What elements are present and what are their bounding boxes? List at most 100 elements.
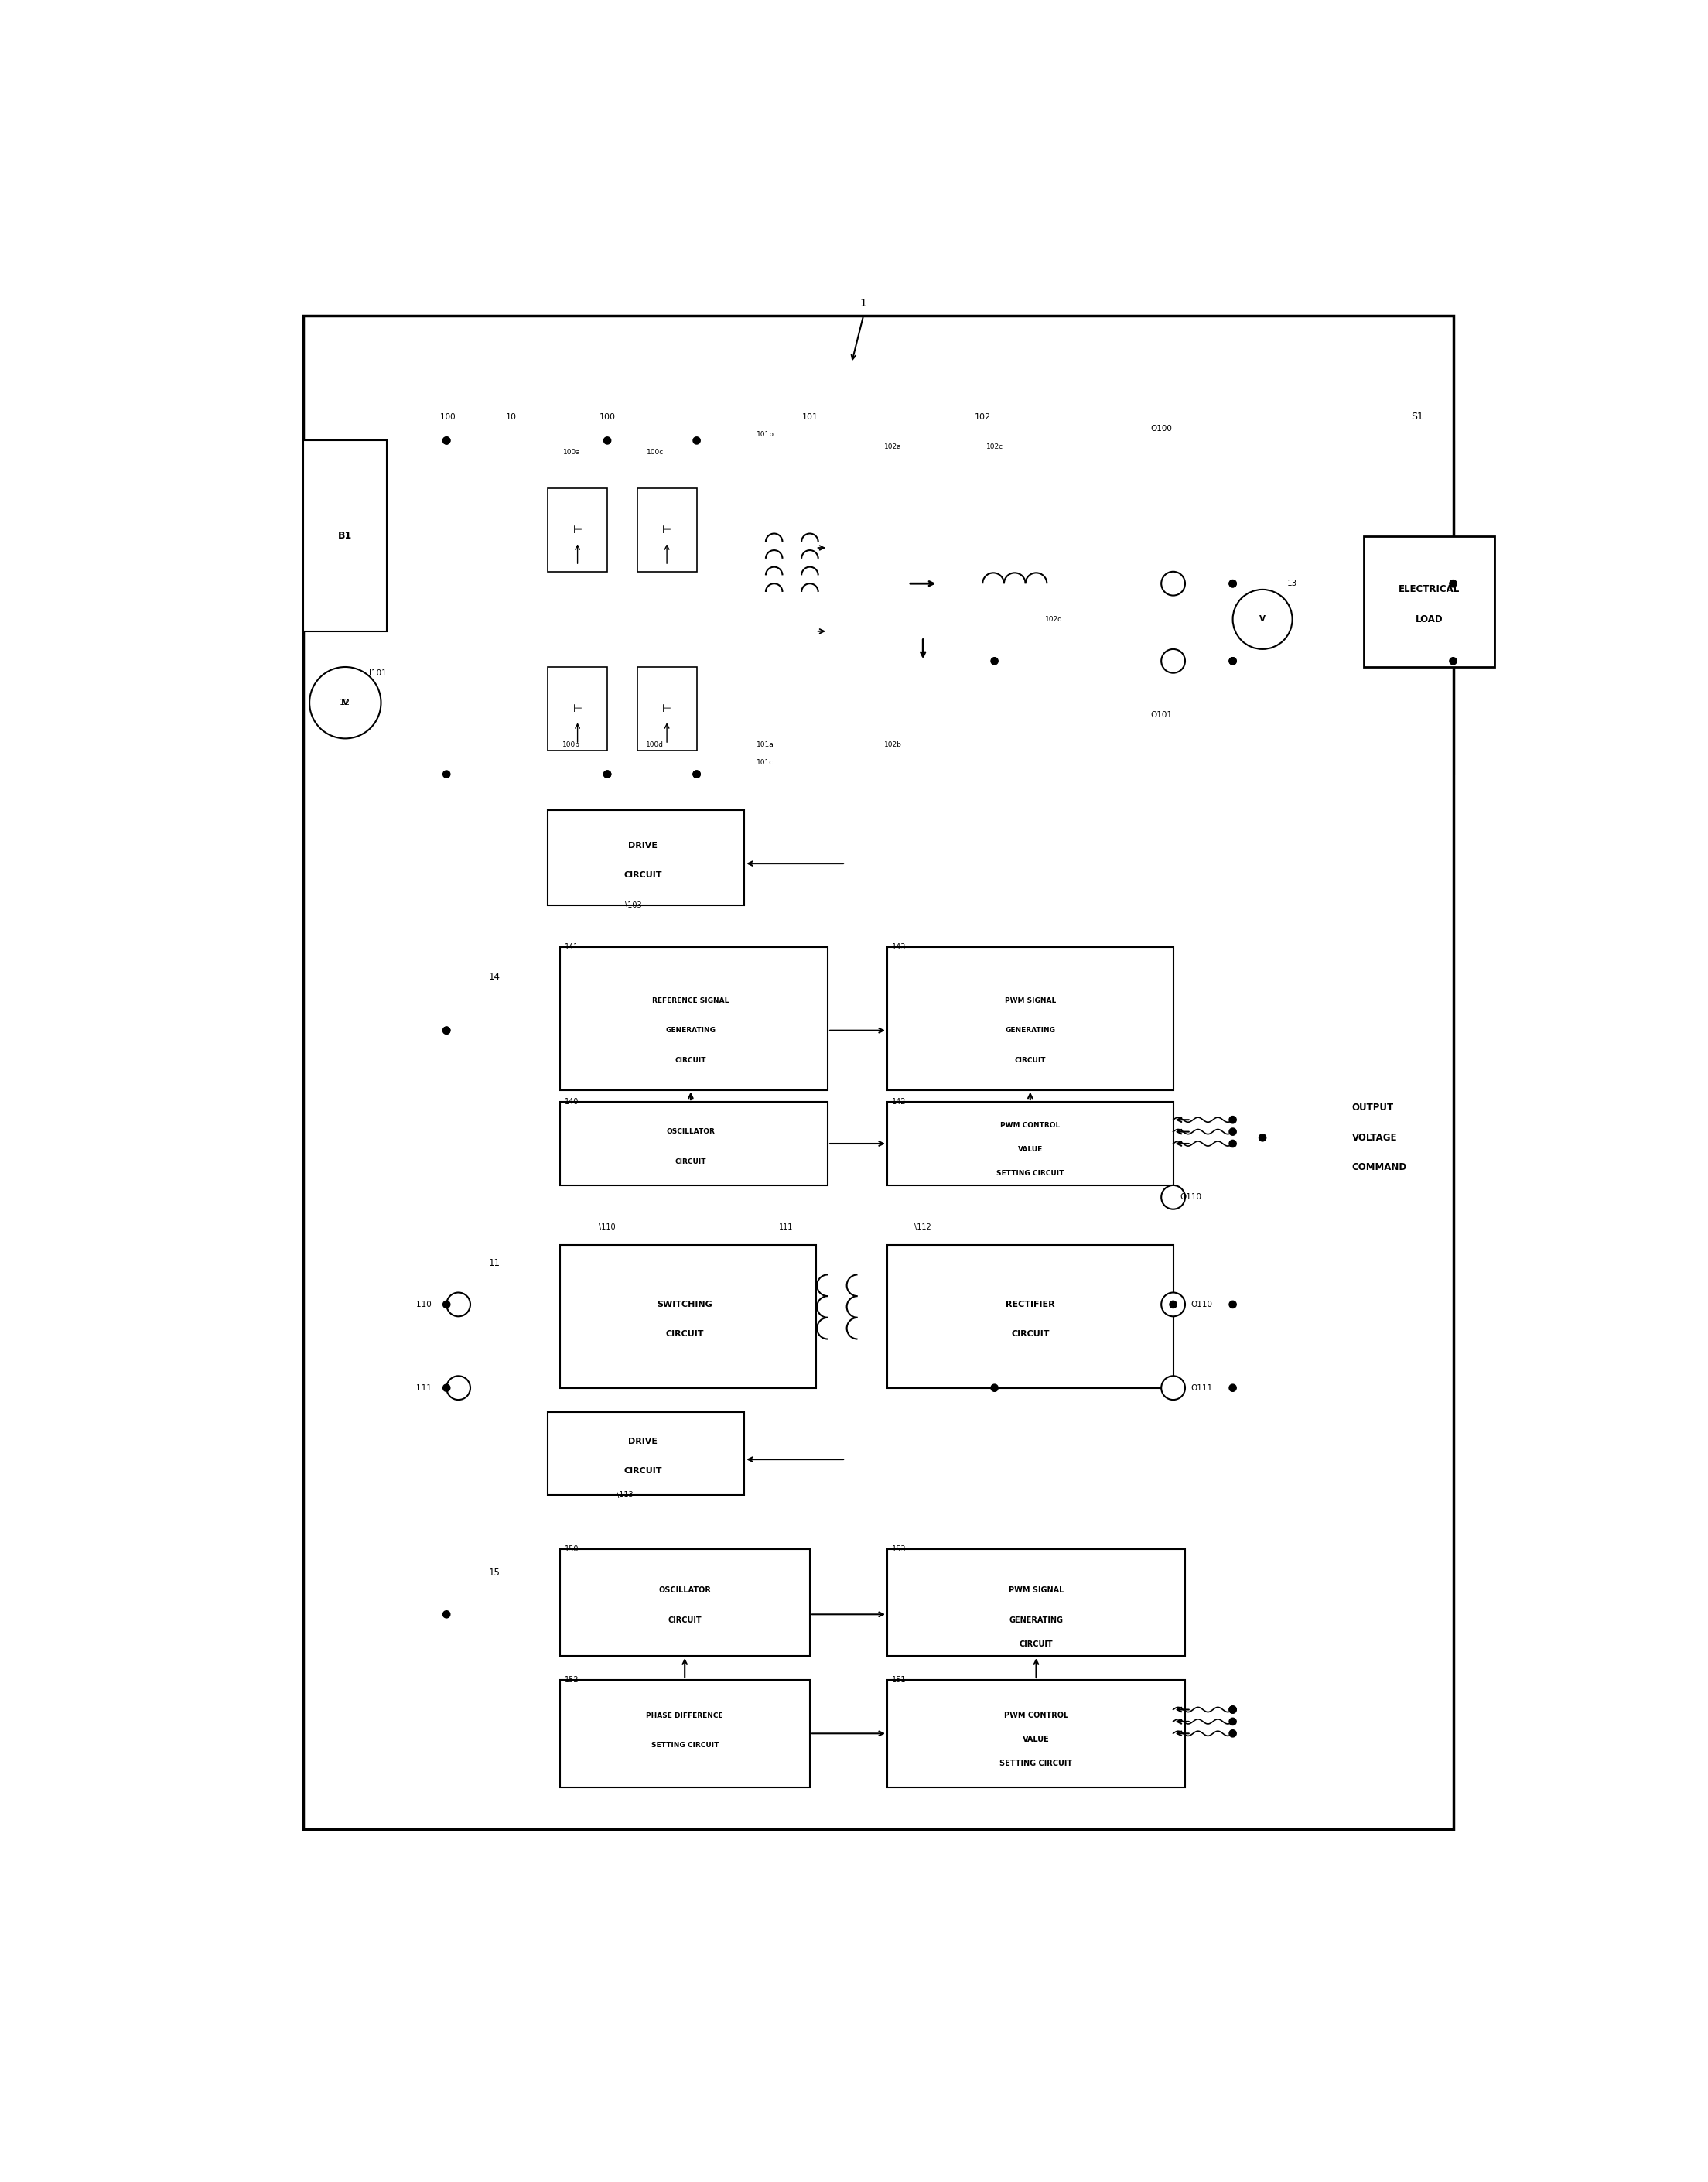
Text: SETTING CIRCUIT: SETTING CIRCUIT — [996, 1170, 1064, 1176]
Bar — [886, 1102, 1173, 1185]
Circle shape — [442, 770, 451, 777]
Text: I101: I101 — [369, 670, 386, 676]
Bar — [864, 482, 1161, 768]
Text: PWM SIGNAL: PWM SIGNAL — [1008, 1586, 1064, 1595]
Text: I100: I100 — [437, 412, 456, 421]
Circle shape — [442, 436, 451, 445]
Text: 151: 151 — [892, 1676, 907, 1685]
Bar — [529, 1525, 1245, 1811]
Circle shape — [1230, 1706, 1237, 1713]
Bar — [745, 482, 876, 768]
Circle shape — [1161, 1377, 1185, 1401]
Circle shape — [1161, 572, 1185, 596]
Text: I111: I111 — [413, 1383, 432, 1392]
Circle shape — [1230, 1300, 1237, 1307]
Text: 11: 11 — [488, 1257, 500, 1268]
Text: 100c: 100c — [646, 449, 664, 456]
Bar — [886, 1549, 1185, 1656]
Text: B1: B1 — [338, 530, 352, 541]
Text: ⊢: ⊢ — [572, 703, 582, 714]
Circle shape — [603, 770, 611, 777]
Circle shape — [693, 770, 700, 777]
Text: 100d: 100d — [646, 742, 664, 748]
Text: CIRCUIT: CIRCUIT — [675, 1056, 707, 1063]
Text: OSCILLATOR: OSCILLATOR — [666, 1128, 716, 1135]
Text: PWM CONTROL: PWM CONTROL — [1001, 1122, 1061, 1130]
Circle shape — [442, 1028, 451, 1034]
Circle shape — [603, 436, 611, 445]
Text: ⊢: ⊢ — [663, 524, 671, 535]
Text: O110: O110 — [1180, 1194, 1202, 1200]
Circle shape — [1230, 580, 1237, 587]
Text: 101: 101 — [801, 412, 818, 421]
Bar — [560, 1549, 810, 1656]
Text: ⊢: ⊢ — [663, 703, 671, 714]
Text: ⊢: ⊢ — [572, 524, 582, 535]
Text: SETTING CIRCUIT: SETTING CIRCUIT — [651, 1741, 719, 1748]
Circle shape — [1161, 648, 1185, 672]
Text: RECTIFIER: RECTIFIER — [1006, 1300, 1056, 1309]
Text: O101: O101 — [1151, 711, 1172, 718]
Circle shape — [1450, 657, 1457, 666]
Text: DRIVE: DRIVE — [629, 1438, 658, 1444]
Bar — [1363, 537, 1494, 668]
Circle shape — [1230, 1128, 1237, 1135]
Text: ELECTRICAL: ELECTRICAL — [1399, 585, 1460, 594]
Circle shape — [1230, 1139, 1237, 1148]
Text: LOAD: LOAD — [1416, 615, 1443, 624]
Text: GENERATING: GENERATING — [1004, 1028, 1056, 1034]
Text: 1: 1 — [861, 299, 868, 310]
Text: 15: 15 — [488, 1567, 500, 1578]
Bar — [886, 947, 1173, 1091]
Text: VALUE: VALUE — [1018, 1146, 1042, 1152]
Text: 100: 100 — [600, 412, 615, 421]
Circle shape — [1230, 580, 1237, 587]
Text: CIRCUIT: CIRCUIT — [1020, 1641, 1054, 1647]
Bar — [548, 489, 608, 572]
Text: 102b: 102b — [885, 742, 902, 748]
Text: CIRCUIT: CIRCUIT — [675, 1159, 707, 1165]
Text: COMMAND: COMMAND — [1351, 1163, 1407, 1172]
Text: GENERATING: GENERATING — [1009, 1617, 1064, 1623]
Bar — [886, 1680, 1185, 1787]
Text: CIRCUIT: CIRCUIT — [623, 1468, 663, 1475]
Text: PWM SIGNAL: PWM SIGNAL — [1004, 997, 1056, 1004]
Circle shape — [1170, 1300, 1177, 1307]
Text: O111: O111 — [1190, 1383, 1213, 1392]
Text: 102: 102 — [974, 412, 991, 421]
Text: I110: I110 — [413, 1300, 432, 1309]
Text: CIRCUIT: CIRCUIT — [623, 871, 663, 879]
Text: 10: 10 — [506, 412, 518, 421]
Bar — [886, 1246, 1173, 1388]
Text: CIRCUIT: CIRCUIT — [666, 1331, 704, 1338]
Circle shape — [991, 1383, 997, 1392]
Circle shape — [442, 1383, 451, 1392]
Circle shape — [693, 436, 700, 445]
Text: SWITCHING: SWITCHING — [658, 1300, 712, 1309]
Text: 140: 140 — [564, 1098, 579, 1106]
Circle shape — [1230, 1383, 1237, 1392]
Text: 150: 150 — [564, 1545, 579, 1554]
Text: 143: 143 — [892, 943, 907, 951]
Text: O110: O110 — [1190, 1300, 1213, 1309]
Bar — [548, 810, 745, 906]
Text: 141: 141 — [564, 943, 579, 951]
Text: CIRCUIT: CIRCUIT — [1015, 1056, 1045, 1063]
Bar — [529, 930, 1214, 1198]
Circle shape — [1230, 1706, 1237, 1713]
Circle shape — [446, 1292, 470, 1316]
Text: 102a: 102a — [885, 443, 902, 449]
Text: 153: 153 — [892, 1545, 907, 1554]
Bar — [548, 1412, 745, 1495]
Bar — [560, 1246, 816, 1388]
Circle shape — [1450, 580, 1457, 587]
Text: OUTPUT: OUTPUT — [1351, 1102, 1394, 1113]
Text: S1: S1 — [1411, 412, 1424, 421]
Circle shape — [1230, 1730, 1237, 1737]
Text: CIRCUIT: CIRCUIT — [668, 1617, 702, 1623]
Circle shape — [1230, 1717, 1237, 1726]
Bar — [548, 668, 608, 751]
Bar — [560, 947, 828, 1091]
Circle shape — [991, 657, 997, 666]
Bar — [529, 482, 857, 768]
